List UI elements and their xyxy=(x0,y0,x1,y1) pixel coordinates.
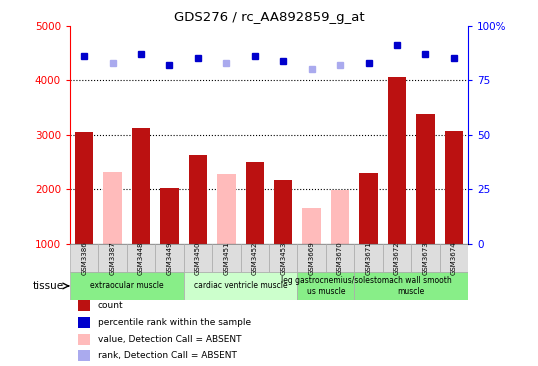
Bar xyxy=(245,162,264,244)
Bar xyxy=(70,244,98,272)
Bar xyxy=(298,244,326,272)
Text: GSM3672: GSM3672 xyxy=(394,241,400,275)
Text: GSM3674: GSM3674 xyxy=(451,241,457,275)
Bar xyxy=(78,300,90,311)
Text: rank, Detection Call = ABSENT: rank, Detection Call = ABSENT xyxy=(98,351,237,360)
Text: GSM3448: GSM3448 xyxy=(138,241,144,274)
Bar xyxy=(274,180,293,244)
Bar xyxy=(355,244,383,272)
Bar xyxy=(217,174,236,244)
Text: GSM3673: GSM3673 xyxy=(422,241,428,275)
Text: GSM3449: GSM3449 xyxy=(166,241,173,274)
Text: leg gastrocnemius/sole
us muscle: leg gastrocnemius/sole us muscle xyxy=(281,276,370,296)
Bar xyxy=(298,272,355,300)
Bar xyxy=(416,114,435,244)
Text: GSM3450: GSM3450 xyxy=(195,241,201,274)
Bar xyxy=(132,128,150,244)
Text: percentile rank within the sample: percentile rank within the sample xyxy=(98,318,251,327)
Bar xyxy=(444,131,463,244)
Bar xyxy=(302,208,321,244)
Bar xyxy=(155,244,183,272)
Bar xyxy=(331,190,349,244)
Text: GSM3452: GSM3452 xyxy=(252,241,258,274)
Text: GSM3671: GSM3671 xyxy=(365,241,372,275)
Text: GSM3451: GSM3451 xyxy=(223,241,229,274)
Text: stomach wall smooth
muscle: stomach wall smooth muscle xyxy=(370,276,452,296)
Bar xyxy=(103,172,122,244)
Bar xyxy=(240,244,269,272)
Text: GSM3669: GSM3669 xyxy=(309,241,315,275)
Bar xyxy=(78,334,90,345)
Bar xyxy=(355,272,468,300)
Text: cardiac ventricle muscle: cardiac ventricle muscle xyxy=(194,281,287,291)
Bar xyxy=(269,244,298,272)
Text: extraocular muscle: extraocular muscle xyxy=(90,281,164,291)
Text: GSM3670: GSM3670 xyxy=(337,241,343,275)
Bar xyxy=(189,156,207,244)
Text: value, Detection Call = ABSENT: value, Detection Call = ABSENT xyxy=(98,335,242,344)
Text: GSM3387: GSM3387 xyxy=(110,241,116,275)
Bar xyxy=(411,244,440,272)
Bar xyxy=(70,272,183,300)
Text: GSM3386: GSM3386 xyxy=(81,241,87,275)
Bar xyxy=(326,244,355,272)
Bar xyxy=(78,317,90,328)
Text: tissue: tissue xyxy=(33,281,64,291)
Bar xyxy=(359,173,378,244)
Bar xyxy=(183,272,298,300)
Bar xyxy=(127,244,155,272)
Bar xyxy=(383,244,411,272)
Bar xyxy=(160,188,179,244)
Bar xyxy=(98,244,127,272)
Text: count: count xyxy=(98,301,123,310)
Bar xyxy=(78,350,90,361)
Title: GDS276 / rc_AA892859_g_at: GDS276 / rc_AA892859_g_at xyxy=(174,11,364,25)
Bar xyxy=(183,244,212,272)
Bar xyxy=(388,77,406,244)
Bar xyxy=(212,244,240,272)
Text: GSM3453: GSM3453 xyxy=(280,241,286,274)
Bar xyxy=(440,244,468,272)
Bar xyxy=(75,132,94,244)
